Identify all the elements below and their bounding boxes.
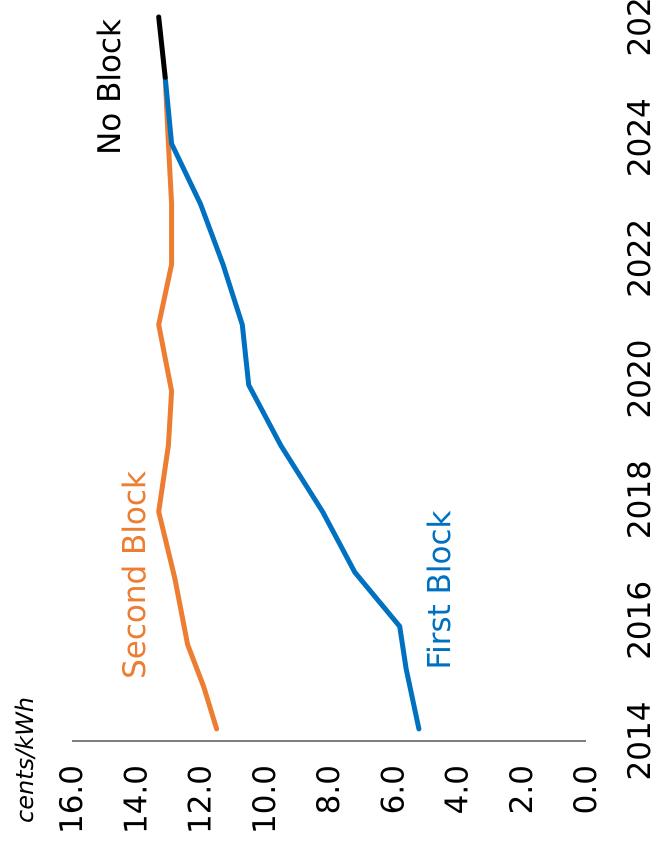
year-tick-label: 2020 bbox=[622, 340, 654, 419]
series-label-first-block: First Block bbox=[422, 510, 458, 669]
series-line-first-block bbox=[162, 74, 422, 732]
unit-label: cents/kWh bbox=[11, 697, 39, 823]
value-tick-label: 8.0 bbox=[311, 765, 347, 814]
value-tick-label: 2.0 bbox=[504, 765, 540, 814]
value-tick-label: 6.0 bbox=[375, 765, 411, 814]
year-tick-label: 2026 bbox=[622, 0, 654, 56]
value-tick-label: 4.0 bbox=[440, 765, 476, 814]
value-tick-labels: 0.0 2.0 4.0 6.0 8.0 10.0 12.0 14.0 16.0 bbox=[54, 765, 604, 834]
series-line-second-block bbox=[156, 74, 220, 732]
series-labels: Second Block First Block No Block bbox=[92, 19, 458, 679]
year-tick-label: 2022 bbox=[622, 219, 654, 298]
series-label-no-block: No Block bbox=[92, 19, 128, 155]
value-tick-label: 14.0 bbox=[118, 765, 154, 834]
year-tick-label: 2018 bbox=[622, 460, 654, 539]
value-tick-label: 0.0 bbox=[568, 765, 604, 814]
series-label-second-block: Second Block bbox=[117, 471, 153, 679]
value-tick-label: 10.0 bbox=[247, 765, 283, 834]
value-tick-label: 12.0 bbox=[183, 765, 219, 834]
year-tick-label: 2014 bbox=[622, 702, 654, 781]
series-lines bbox=[156, 14, 422, 732]
year-tick-label: 2024 bbox=[622, 98, 654, 177]
series-line-no-block bbox=[156, 14, 168, 80]
year-tick-label: 2016 bbox=[622, 581, 654, 660]
value-tick-label: 16.0 bbox=[54, 765, 90, 834]
year-tick-labels: 2014 2016 2018 2020 2022 2024 2026 bbox=[622, 0, 654, 780]
